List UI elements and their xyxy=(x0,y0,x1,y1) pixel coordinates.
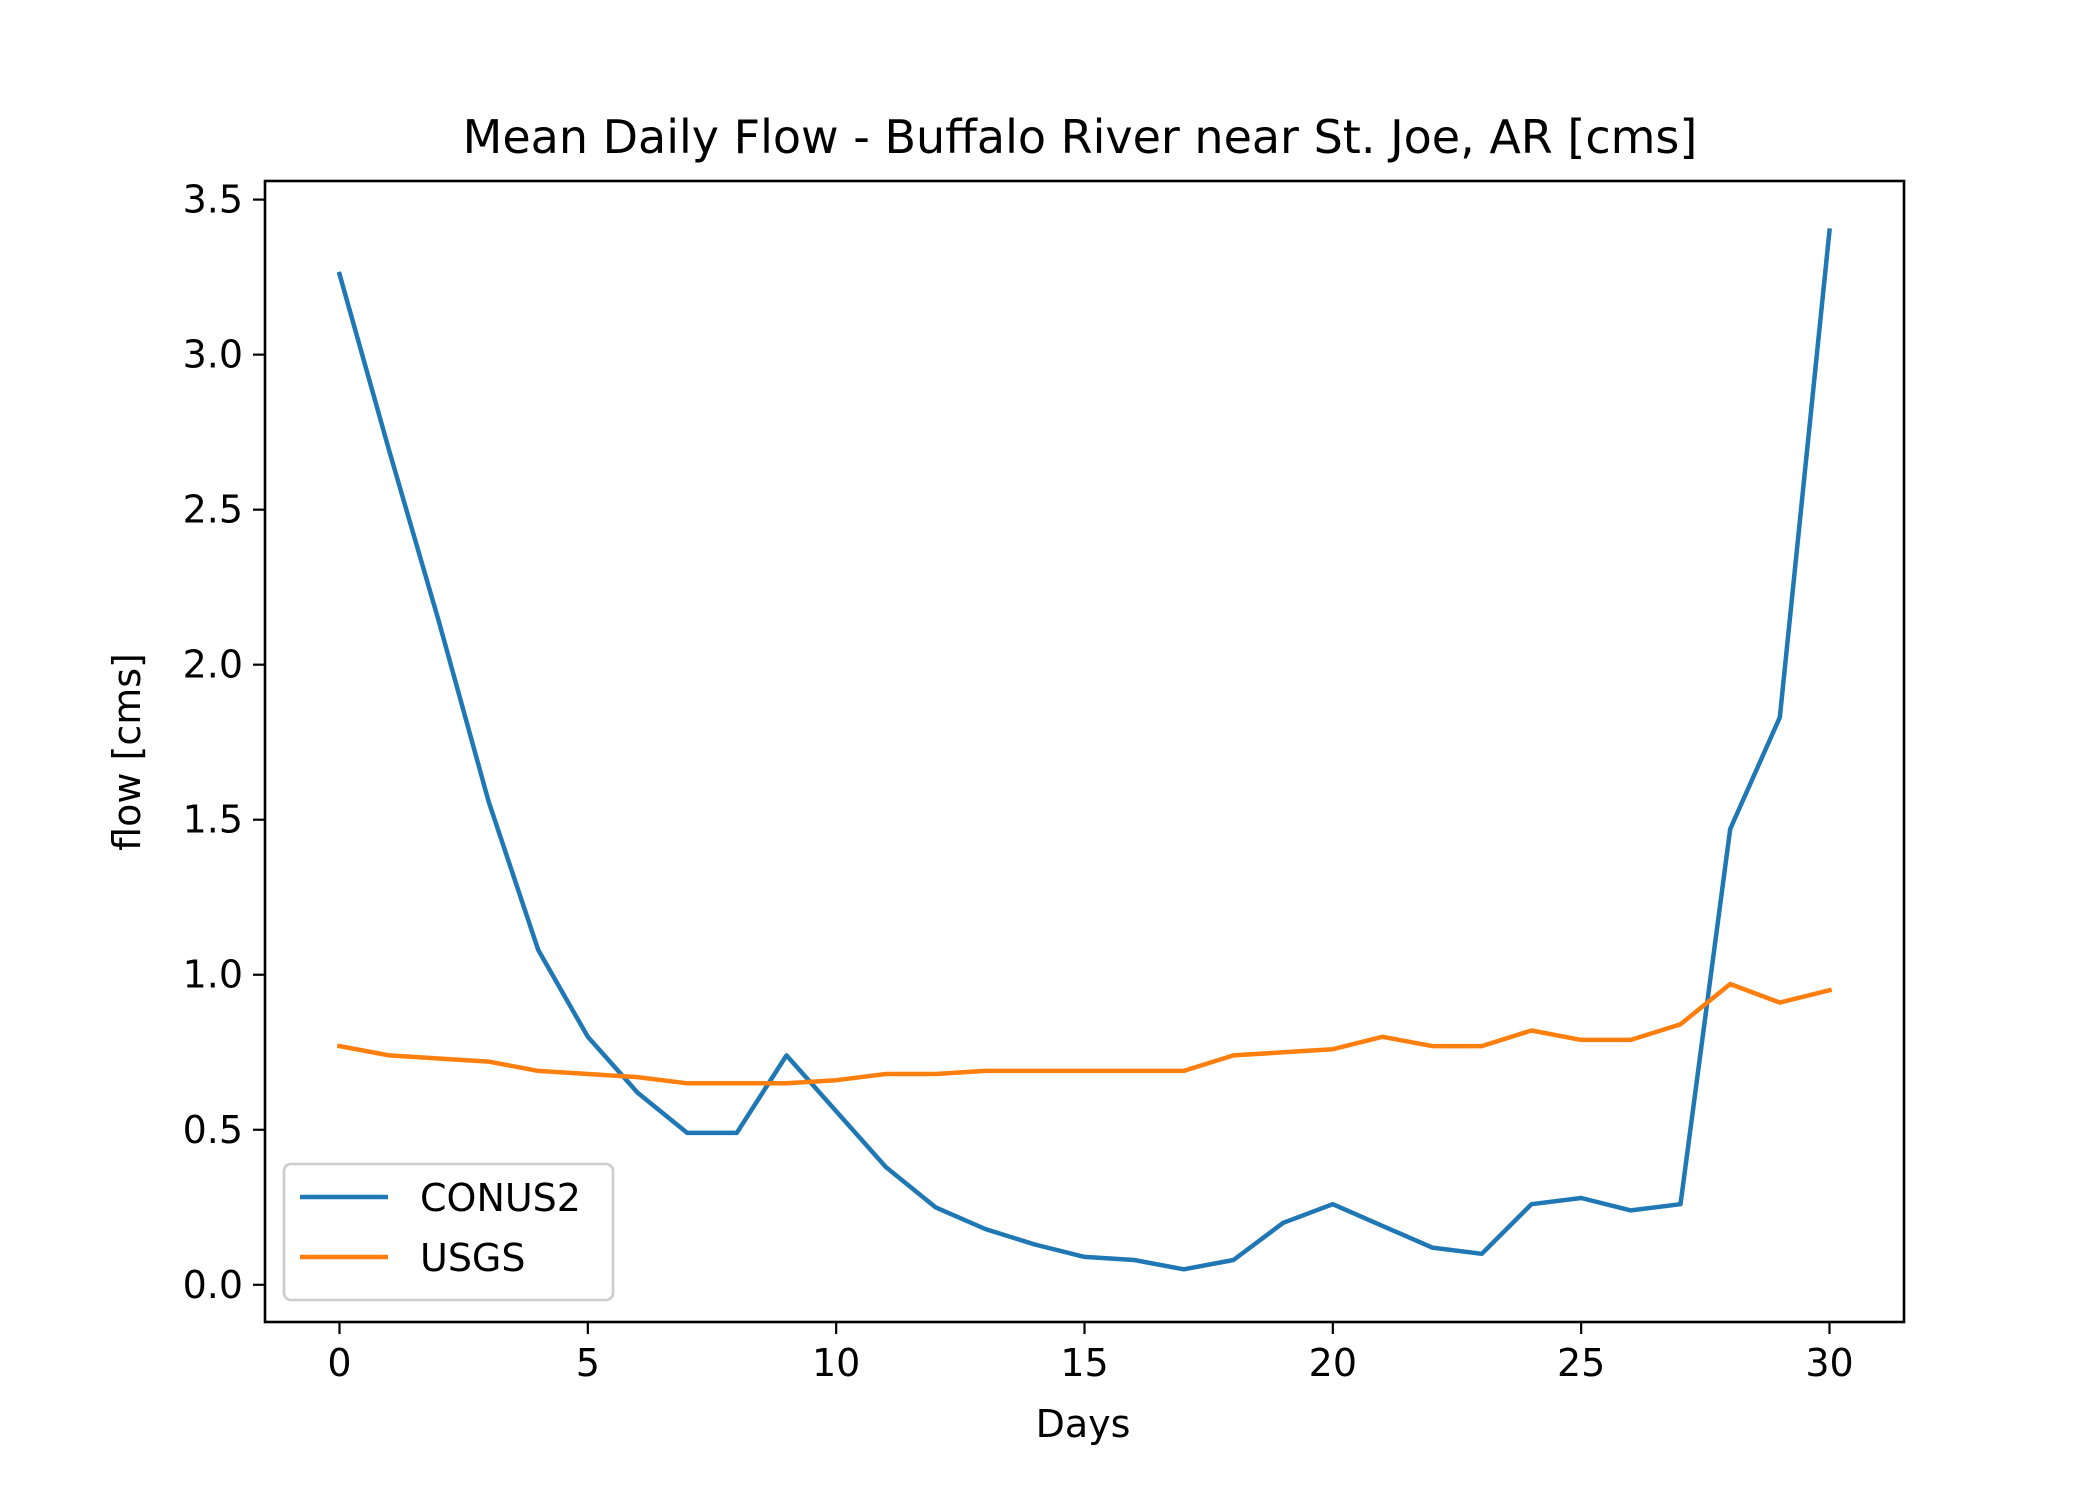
y-tick-label: 1.0 xyxy=(183,953,243,997)
legend-label-usgs: USGS xyxy=(420,1236,526,1280)
y-axis-label: flow [cms] xyxy=(105,653,149,851)
y-tick-label: 3.5 xyxy=(183,178,243,222)
x-tick-label: 10 xyxy=(812,1341,860,1385)
series-layer xyxy=(336,228,1833,1272)
y-tick-label: 2.0 xyxy=(183,643,243,687)
y-tick-label: 0.5 xyxy=(183,1108,243,1152)
legend-label-conus2: CONUS2 xyxy=(420,1176,581,1220)
series-line-usgs xyxy=(336,981,1833,1086)
y-tick-label: 3.0 xyxy=(183,333,243,377)
x-tick-label: 25 xyxy=(1557,1341,1605,1385)
x-axis-ticks: 0 5 10 15 20 25 30 xyxy=(327,1322,1854,1385)
x-tick-label: 20 xyxy=(1309,1341,1357,1385)
plot-frame xyxy=(263,179,1906,1324)
x-tick-label: 30 xyxy=(1805,1341,1853,1385)
legend: CONUS2 USGS xyxy=(282,1162,615,1302)
x-axis-label: Days xyxy=(1036,1402,1131,1446)
y-tick-label: 0.0 xyxy=(183,1263,243,1307)
chart-title: Mean Daily Flow - Buffalo River near St.… xyxy=(463,110,1698,164)
y-axis-ticks: 0.0 0.5 1.0 1.5 2.0 2.5 3.0 3.5 xyxy=(183,178,265,1307)
x-tick-label: 0 xyxy=(327,1341,351,1385)
x-tick-label: 15 xyxy=(1060,1341,1108,1385)
y-tick-label: 2.5 xyxy=(183,488,243,532)
series-line-conus2 xyxy=(336,228,1832,1272)
y-tick-label: 1.5 xyxy=(183,798,243,842)
x-tick-label: 5 xyxy=(576,1341,600,1385)
